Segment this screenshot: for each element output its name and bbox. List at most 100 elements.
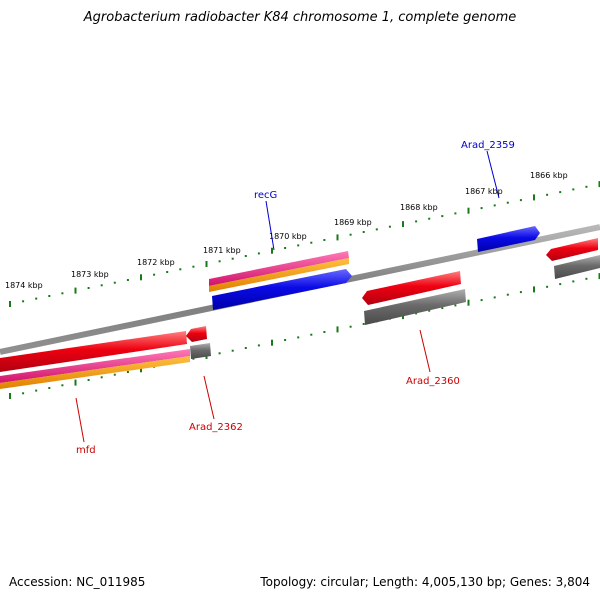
minor-tick bbox=[585, 277, 588, 280]
minor-tick bbox=[244, 347, 247, 349]
minor-tick bbox=[441, 307, 444, 310]
minor-tick bbox=[218, 352, 221, 355]
minor-tick bbox=[585, 185, 588, 188]
minor-tick bbox=[546, 193, 549, 196]
minor-tick bbox=[493, 204, 496, 207]
minor-tick bbox=[257, 344, 260, 347]
major-tick bbox=[336, 234, 339, 241]
major-tick bbox=[74, 379, 77, 386]
gene-gray-2362[interactable] bbox=[190, 343, 211, 359]
minor-tick bbox=[22, 392, 25, 395]
feature-magenta-mfd[interactable] bbox=[0, 349, 190, 383]
major-tick bbox=[598, 273, 600, 280]
minor-tick bbox=[35, 389, 38, 392]
minor-tick bbox=[126, 371, 129, 373]
minor-tick bbox=[323, 331, 326, 333]
minor-tick bbox=[87, 287, 90, 289]
map-title: Agrobacterium radiobacter K84 chromosome… bbox=[83, 10, 517, 25]
minor-tick bbox=[362, 231, 365, 233]
minor-tick bbox=[454, 212, 457, 215]
leader-line bbox=[486, 150, 500, 199]
major-tick bbox=[467, 299, 470, 306]
gene-label-arad-2359: Arad_2359 bbox=[461, 140, 515, 151]
minor-tick bbox=[61, 384, 64, 387]
minor-tick bbox=[572, 188, 575, 191]
minor-tick bbox=[362, 323, 365, 325]
minor-tick bbox=[506, 201, 509, 204]
minor-tick bbox=[48, 295, 51, 297]
minor-tick bbox=[349, 325, 352, 328]
minor-tick bbox=[126, 279, 129, 281]
tick-label: 1868 kbp bbox=[400, 203, 438, 212]
minor-tick bbox=[231, 257, 234, 260]
minor-tick bbox=[244, 255, 247, 257]
minor-tick bbox=[519, 291, 522, 294]
leader-line bbox=[419, 329, 431, 373]
accession-text: Accession: NC_011985 bbox=[9, 575, 146, 589]
major-tick bbox=[467, 207, 470, 214]
gene-arad-2360[interactable] bbox=[362, 271, 461, 305]
tick-label: 1874 kbp bbox=[5, 281, 43, 290]
leader-line bbox=[203, 375, 215, 420]
minor-tick bbox=[519, 199, 522, 202]
minor-tick bbox=[349, 233, 352, 236]
minor-tick bbox=[192, 357, 195, 360]
minor-tick bbox=[166, 271, 169, 273]
minor-tick bbox=[428, 217, 431, 220]
gene-arad-2359[interactable] bbox=[477, 226, 540, 252]
minor-tick bbox=[218, 260, 221, 263]
minor-tick bbox=[61, 292, 64, 295]
minor-tick bbox=[375, 228, 378, 231]
minor-tick bbox=[480, 299, 483, 302]
minor-tick bbox=[323, 239, 326, 241]
gene-label-arad-2360: Arad_2360 bbox=[406, 376, 460, 387]
minor-tick bbox=[153, 273, 156, 276]
major-tick bbox=[140, 274, 142, 281]
major-tick bbox=[533, 286, 535, 293]
tick-label: 1873 kbp bbox=[71, 270, 109, 279]
gene-mfd[interactable] bbox=[0, 331, 187, 372]
major-tick bbox=[533, 194, 535, 201]
minor-tick bbox=[572, 280, 575, 283]
major-tick bbox=[271, 247, 273, 254]
minor-tick bbox=[415, 312, 418, 315]
gene-recg[interactable] bbox=[212, 269, 352, 310]
minor-tick bbox=[284, 247, 287, 249]
major-tick bbox=[140, 366, 142, 373]
minor-tick bbox=[231, 349, 234, 352]
minor-tick bbox=[35, 297, 38, 300]
minor-tick bbox=[297, 244, 300, 247]
minor-tick bbox=[506, 293, 509, 296]
leader-line bbox=[75, 397, 85, 443]
gene-red-right[interactable] bbox=[546, 238, 598, 261]
genome-summary: Topology: circular; Length: 4,005,130 bp… bbox=[260, 575, 590, 589]
gene-gray-right[interactable] bbox=[554, 255, 600, 279]
gene-gray-2360[interactable] bbox=[364, 289, 466, 325]
tick-label: 1872 kbp bbox=[137, 258, 175, 267]
outer-tick-row bbox=[9, 181, 600, 307]
minor-tick bbox=[284, 339, 287, 341]
tick-label: 1870 kbp bbox=[269, 232, 307, 241]
minor-tick bbox=[559, 283, 562, 286]
gene-arad-2362[interactable] bbox=[186, 326, 207, 342]
major-tick bbox=[271, 339, 273, 346]
inner-tick-row bbox=[9, 273, 600, 399]
minor-tick bbox=[87, 379, 90, 381]
minor-tick bbox=[113, 373, 116, 376]
major-tick bbox=[336, 326, 339, 333]
minor-tick bbox=[415, 220, 418, 223]
minor-tick bbox=[310, 333, 313, 336]
feature-orange-recg[interactable] bbox=[209, 258, 349, 292]
minor-tick bbox=[480, 207, 483, 210]
minor-tick bbox=[441, 215, 444, 218]
tick-label: 1867 kbp bbox=[465, 187, 503, 196]
tick-label: 1866 kbp bbox=[530, 171, 568, 180]
feature-magenta-recg[interactable] bbox=[209, 251, 349, 286]
major-tick bbox=[74, 287, 77, 294]
feature-orange-mfd[interactable] bbox=[0, 356, 190, 389]
minor-tick bbox=[310, 241, 313, 244]
major-tick bbox=[205, 261, 208, 267]
major-tick bbox=[9, 393, 11, 399]
tick-label: 1869 kbp bbox=[334, 218, 372, 227]
